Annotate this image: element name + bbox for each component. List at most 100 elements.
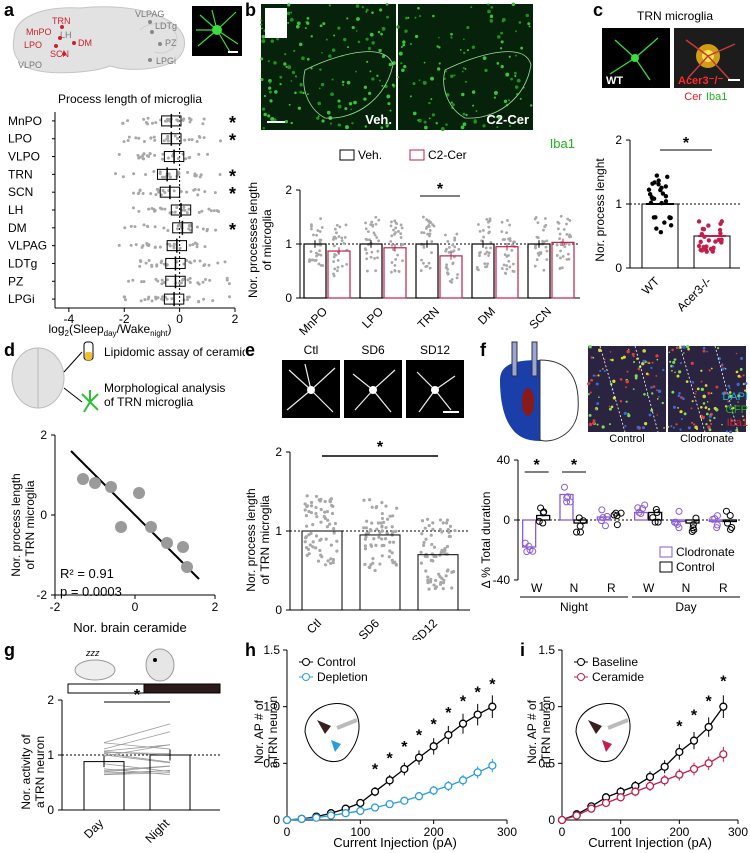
a-point — [160, 207, 164, 211]
c-point — [668, 223, 674, 228]
f-image-speckle — [728, 387, 731, 389]
d-xlabel: Nor. brain ceramide — [73, 620, 186, 635]
h-plot-point — [385, 776, 394, 785]
a-point — [129, 224, 133, 228]
i-plot-point — [645, 781, 655, 791]
f-image-speckle — [638, 365, 642, 369]
e-point — [378, 562, 382, 566]
e-point — [325, 525, 329, 529]
f-point — [560, 483, 568, 491]
b-image-speckle — [403, 65, 407, 69]
e-point — [439, 581, 443, 585]
f-image-speckle — [650, 408, 654, 412]
b-image-speckle — [388, 62, 393, 67]
f-image-speckle — [672, 426, 675, 429]
a-point — [157, 189, 161, 193]
a-point — [127, 279, 131, 283]
f-image-speckle — [691, 381, 695, 384]
a-point — [176, 137, 180, 141]
b-image-speckle — [319, 68, 322, 71]
b-y-tick-label: 1 — [285, 237, 292, 251]
b-point — [336, 269, 339, 273]
e-point — [330, 511, 335, 516]
a-point — [162, 226, 166, 230]
sleeping-mouse-icon — [74, 659, 116, 681]
f-point — [689, 524, 697, 532]
b-point — [430, 251, 433, 255]
a-point — [146, 116, 150, 120]
i-plot-point — [572, 811, 581, 820]
e-point — [326, 518, 330, 522]
f-image-speckle — [597, 348, 602, 353]
b-point — [422, 261, 425, 265]
b-image-speckle — [260, 19, 263, 22]
e-point — [303, 508, 307, 512]
a-point — [197, 188, 201, 192]
b-point — [428, 229, 432, 232]
b-image-speckle — [291, 70, 296, 75]
g-paired-line — [103, 765, 171, 771]
f-image-speckle — [735, 428, 739, 432]
e-point — [329, 561, 333, 565]
b-point — [319, 253, 323, 257]
a-point — [126, 138, 130, 142]
b-point — [420, 231, 424, 234]
b-point — [447, 245, 451, 249]
h-plot-point — [429, 786, 438, 795]
i-plot-series-line — [561, 753, 724, 821]
b-image-speckle — [333, 34, 336, 37]
f-image-speckle — [656, 389, 658, 392]
i-plot-point — [660, 776, 669, 785]
a-point — [166, 156, 170, 160]
b-point — [316, 229, 320, 232]
f-image-speckle — [685, 380, 689, 383]
b-image-speckle — [530, 104, 533, 107]
b-image-speckle — [304, 27, 307, 30]
c-point — [704, 244, 709, 249]
e-point — [450, 586, 454, 590]
b-image-speckle — [513, 71, 517, 75]
f-image-speckle — [609, 359, 612, 361]
a-point — [147, 207, 151, 211]
f-image-speckle — [645, 372, 649, 376]
h-plot-point — [385, 799, 394, 809]
c-point — [706, 238, 712, 243]
g-y-tick-label: 0 — [47, 803, 54, 817]
a-point — [160, 282, 164, 286]
a-point — [153, 153, 157, 157]
microglia-branches — [196, 9, 239, 53]
b-point — [317, 262, 321, 266]
e-point — [318, 548, 322, 553]
e-bar — [359, 534, 401, 611]
b-image-speckle — [356, 17, 360, 21]
b-image-speckle — [418, 15, 422, 18]
f-image-speckle — [690, 361, 694, 365]
b-image-speckle — [274, 90, 278, 94]
d-fit-line — [70, 450, 200, 580]
f-image-speckle — [677, 394, 681, 398]
f-image-speckle — [678, 370, 682, 374]
f-image-speckle — [589, 391, 592, 394]
b-image-speckle — [279, 75, 283, 79]
a-significance-star: * — [229, 184, 236, 204]
d-point — [133, 487, 145, 499]
f-image-speckle — [713, 416, 716, 420]
i-plot-point — [616, 793, 625, 802]
b-image-speckle — [361, 5, 365, 9]
b-image-speckle — [346, 17, 349, 20]
a-point — [197, 211, 201, 215]
a-point — [172, 246, 176, 250]
d-point — [177, 541, 189, 553]
b-image-speckle — [515, 54, 517, 57]
f-image-speckle — [742, 382, 745, 386]
b-point — [505, 254, 509, 258]
g-significance-star: * — [134, 687, 141, 704]
e-point — [314, 546, 318, 550]
b-point — [544, 245, 548, 249]
f-point — [537, 504, 545, 512]
b-point — [506, 219, 509, 222]
c-category-label: Acer3-/- — [674, 274, 714, 314]
b-image-speckle — [321, 119, 325, 123]
f-point — [521, 539, 529, 547]
e-point — [335, 539, 339, 543]
